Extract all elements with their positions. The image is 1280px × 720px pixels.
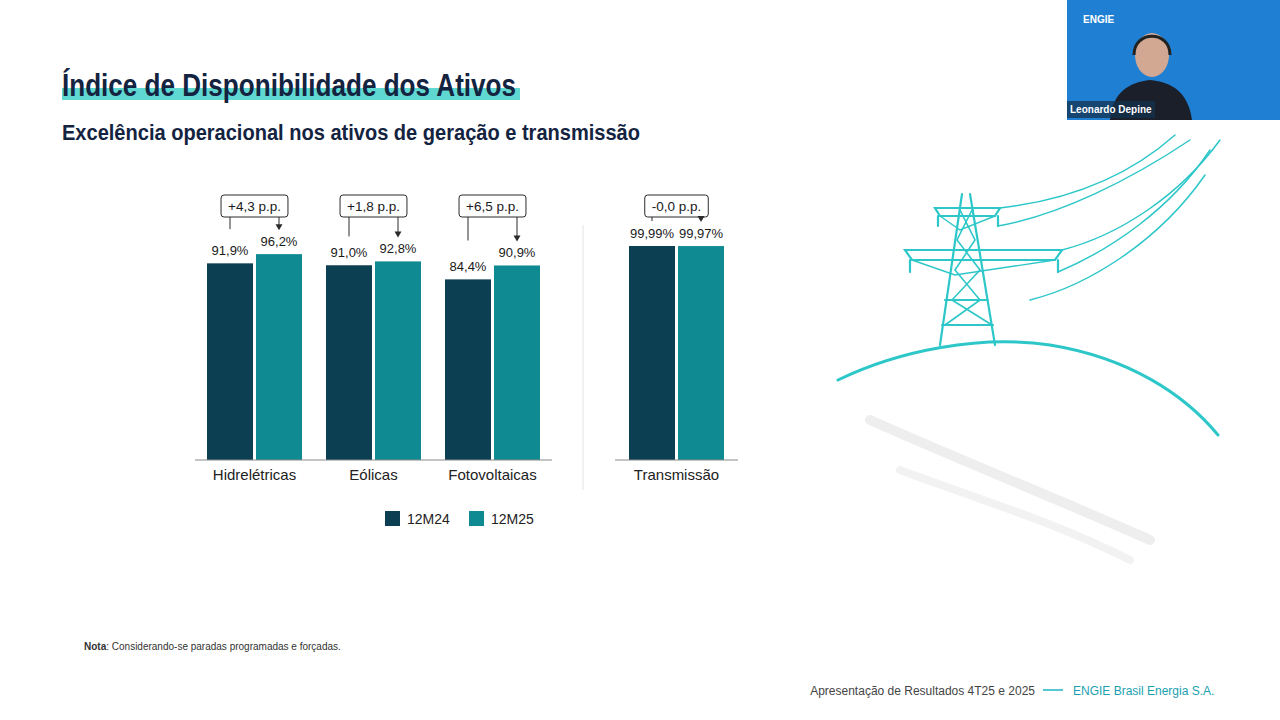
- annotation: +6,5 p.p.: [459, 195, 526, 241]
- decor: [900, 470, 1130, 560]
- bracket-line: [230, 217, 231, 229]
- webcam-head: [1135, 33, 1169, 77]
- x-axis: [195, 460, 552, 461]
- wire: [1062, 140, 1220, 250]
- tower-illustration: [838, 135, 1220, 560]
- footer-rule: [1043, 689, 1063, 691]
- decor: [870, 420, 1150, 540]
- webcam: ENGIE Leonardo Depine: [1067, 0, 1280, 120]
- data-label: 96,2%: [261, 234, 298, 249]
- wire: [998, 140, 1190, 226]
- annotation-label: +4,3 p.p.: [228, 199, 281, 214]
- insulators: [910, 216, 1058, 272]
- annotation-label: -0,0 p.p.: [652, 199, 702, 214]
- bracket-arrow: [395, 231, 402, 237]
- title: Índice de Disponibilidade dos Ativos: [62, 67, 516, 103]
- legend-swatch: [385, 511, 400, 526]
- webcam-name-bg: [1067, 101, 1155, 118]
- ground-arc: [838, 342, 1218, 435]
- bracket-line: [517, 217, 518, 236]
- bar: [445, 279, 491, 460]
- data-label: 91,9%: [212, 243, 249, 258]
- bars: [207, 246, 724, 460]
- legend-label: 12M24: [407, 511, 450, 527]
- wire: [1058, 150, 1210, 272]
- bar: [326, 265, 372, 460]
- wire: [1030, 175, 1205, 300]
- x-tick-label: Fotovoltaicas: [448, 466, 536, 483]
- x-tick-label: Hidrelétricas: [213, 466, 296, 483]
- annotation-box: [340, 195, 407, 217]
- annotation: -0,0 p.p.: [645, 195, 709, 222]
- bar: [678, 246, 724, 460]
- webcam-logo: ENGIE: [1083, 14, 1114, 25]
- annotation-box: [459, 195, 526, 217]
- bar: [629, 246, 675, 460]
- bar: [207, 263, 253, 460]
- data-label: 90,9%: [499, 245, 536, 260]
- data-label: 92,8%: [380, 241, 417, 256]
- bracket-arrow: [276, 224, 283, 230]
- x-tick-label: Transmissão: [634, 466, 719, 483]
- note-text: : Considerando-se paradas programadas e …: [106, 641, 341, 652]
- webcam-name: Leonardo Depine: [1070, 104, 1152, 115]
- annotation-box: [645, 195, 709, 217]
- x-tick-label: Eólicas: [349, 466, 397, 483]
- bar: [256, 254, 302, 460]
- footer-company: ENGIE Brasil Energia S.A.: [1073, 684, 1214, 698]
- bracket-line: [652, 217, 653, 221]
- bracket-arrow: [698, 216, 705, 222]
- data-label: 91,0%: [331, 245, 368, 260]
- data-label: 84,4%: [450, 259, 487, 274]
- bracket-line: [349, 217, 350, 236]
- bar: [494, 265, 540, 460]
- annotation: +4,3 p.p.: [221, 195, 288, 230]
- footer: Apresentação de Resultados 4T25 e 2025: [810, 684, 1035, 698]
- canvas: Índice de Disponibilidade dos Ativos Exce…: [0, 0, 1280, 720]
- annotation: +1,8 p.p.: [340, 195, 407, 237]
- bracket-line: [279, 217, 280, 225]
- webcam-headset: [1134, 36, 1170, 55]
- data-label: 99,99%: [630, 226, 675, 241]
- note: Nota: Considerando-se paradas programada…: [84, 641, 341, 652]
- subtitle: Excelência operacional nos ativos de ger…: [62, 120, 640, 145]
- background: [0, 0, 1280, 720]
- bracket-arrow: [514, 235, 521, 241]
- panel-separator: [583, 225, 584, 490]
- bracket-line: [398, 217, 399, 232]
- bar: [375, 261, 421, 460]
- legend-swatch: [469, 511, 484, 526]
- note-label: Nota: [84, 641, 107, 652]
- webcam-bg: [1067, 0, 1280, 120]
- page: Índice de Disponibilidade dos Ativos Exce…: [0, 0, 1280, 720]
- data-label: 99,97%: [679, 226, 724, 241]
- annotation-label: +1,8 p.p.: [347, 199, 400, 214]
- x-axis: [615, 460, 738, 461]
- tower-brace: [912, 216, 1055, 275]
- wire: [1000, 135, 1175, 208]
- annotation-box: [221, 195, 288, 217]
- annotation-label: +6,5 p.p.: [466, 199, 519, 214]
- legend-label: 12M25: [491, 511, 534, 527]
- bracket-line: [468, 217, 469, 240]
